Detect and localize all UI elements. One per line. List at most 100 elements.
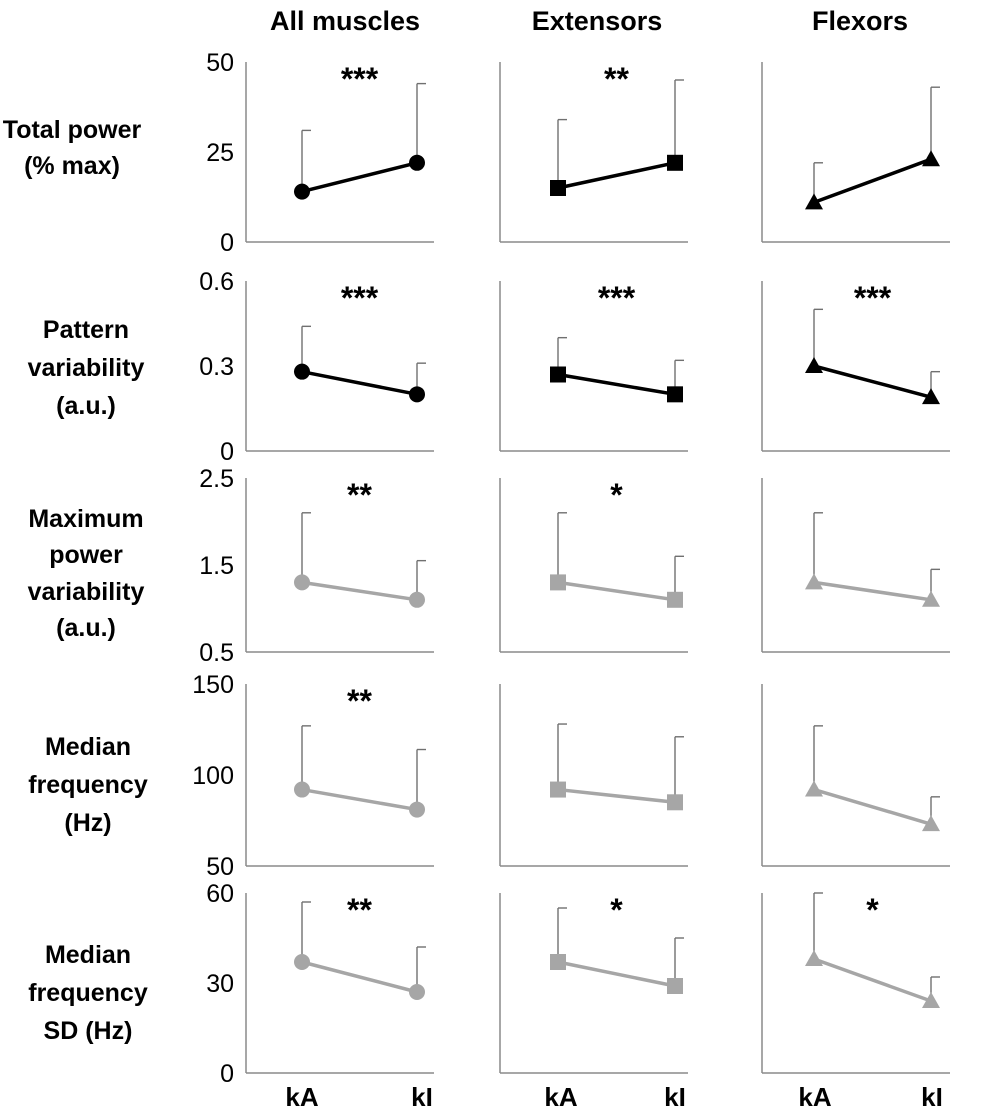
data-point-circle bbox=[294, 574, 310, 591]
x-label-ka: kA bbox=[798, 1082, 831, 1112]
data-point-triangle bbox=[922, 815, 940, 832]
panel-extensors-row-4: * bbox=[499, 892, 688, 1074]
panel-flexors-row-1: *** bbox=[761, 280, 950, 452]
data-point-triangle bbox=[922, 388, 940, 405]
data-point-circle bbox=[409, 154, 425, 171]
row-labels: Total power (% max) Pattern variability … bbox=[3, 116, 148, 1045]
row-label-pattern-variability: Pattern variability (a.u.) bbox=[28, 316, 145, 420]
panel-extensors-row-1: *** bbox=[499, 280, 688, 452]
series-line bbox=[557, 787, 676, 805]
panel-flexors-row-2 bbox=[761, 478, 950, 653]
data-point-square bbox=[550, 366, 566, 383]
series-line bbox=[813, 364, 932, 399]
row-label-line: frequency bbox=[28, 771, 148, 799]
series-line bbox=[301, 369, 418, 397]
row-label-line: Pattern bbox=[43, 316, 129, 344]
data-point-square bbox=[667, 978, 683, 994]
significance-stars: * bbox=[866, 892, 879, 928]
data-point-triangle bbox=[805, 357, 823, 373]
data-point-circle bbox=[294, 954, 310, 970]
y-tick-label: 0.5 bbox=[199, 639, 234, 667]
row-label-line: variability bbox=[28, 578, 145, 606]
panel-all-muscles-row-1: 0.6 0.3 0 *** bbox=[199, 268, 434, 466]
panel-all-muscles-row-3: 150 100 50 ** bbox=[192, 671, 434, 881]
significance-stars: *** bbox=[598, 280, 636, 316]
y-tick-label: 0.3 bbox=[199, 353, 234, 381]
series-line bbox=[813, 157, 932, 205]
panel-extensors-row-2: * bbox=[499, 477, 688, 653]
significance-stars: ** bbox=[604, 61, 629, 97]
panel-flexors-row-3 bbox=[761, 684, 950, 867]
data-point-triangle bbox=[805, 950, 823, 966]
y-tick-label: 150 bbox=[192, 671, 234, 699]
panel-extensors-row-0: ** bbox=[499, 61, 688, 243]
row-label-line: SD (Hz) bbox=[44, 1017, 133, 1045]
panel-all-muscles-row-2: 2.5 1.5 0.5 ** bbox=[199, 465, 434, 667]
y-tick-label: 30 bbox=[206, 970, 234, 998]
data-point-square bbox=[667, 386, 683, 403]
y-tick-label: 50 bbox=[206, 853, 234, 881]
x-label-ka: kA bbox=[285, 1082, 318, 1112]
row-label-line: Median bbox=[45, 733, 131, 761]
significance-stars: ** bbox=[347, 477, 372, 513]
x-label-ki: kI bbox=[664, 1082, 686, 1112]
row-label-line: power bbox=[49, 541, 123, 569]
y-tick-label: 1.5 bbox=[199, 552, 234, 580]
column-titles: All muscles Extensors Flexors bbox=[270, 6, 908, 36]
y-tick-label: 0 bbox=[220, 1060, 234, 1088]
x-category-labels: kA kI kA kI kA kI bbox=[285, 1082, 942, 1112]
data-point-triangle bbox=[922, 590, 940, 607]
significance-stars: *** bbox=[341, 61, 379, 97]
series-line bbox=[301, 580, 418, 602]
row-label-line: (a.u.) bbox=[56, 614, 116, 642]
row-label-line: frequency bbox=[28, 979, 148, 1007]
data-point-square bbox=[550, 781, 566, 798]
data-point-square bbox=[550, 180, 566, 196]
data-point-square bbox=[667, 154, 683, 171]
x-label-ka: kA bbox=[544, 1082, 577, 1112]
y-tick-label: 100 bbox=[192, 762, 234, 790]
series-line bbox=[557, 161, 676, 190]
series-line bbox=[301, 960, 418, 994]
data-point-triangle bbox=[805, 193, 823, 210]
data-point-square bbox=[550, 574, 566, 591]
row-label-median-frequency: Median frequency (Hz) bbox=[28, 733, 148, 837]
series-line bbox=[557, 580, 676, 602]
column-title-flexors: Flexors bbox=[812, 6, 908, 36]
row-label-line: Median bbox=[45, 941, 131, 969]
row-label-line: Total power bbox=[3, 116, 142, 144]
data-point-circle bbox=[409, 591, 425, 608]
significance-stars: ** bbox=[347, 892, 372, 928]
panel-flexors-row-0 bbox=[761, 62, 950, 243]
significance-stars: * bbox=[610, 892, 623, 928]
row-label-maximum-power-variability: Maximum power variability (a.u.) bbox=[28, 505, 145, 642]
series-line bbox=[301, 787, 418, 812]
y-tick-label: 25 bbox=[206, 139, 234, 167]
data-point-circle bbox=[294, 183, 310, 200]
y-tick-label: 0 bbox=[220, 438, 234, 466]
row-label-line: Maximum bbox=[28, 505, 143, 533]
data-point-circle bbox=[294, 781, 310, 798]
data-point-circle bbox=[294, 363, 310, 380]
row-label-total-power: Total power (% max) bbox=[3, 116, 142, 180]
panel-all-muscles-row-4: 60 30 0 ** bbox=[206, 880, 434, 1088]
data-point-triangle bbox=[922, 150, 940, 167]
series-line bbox=[813, 957, 932, 1003]
data-point-square bbox=[550, 954, 566, 970]
x-label-ki: kI bbox=[411, 1082, 433, 1112]
data-point-circle bbox=[409, 386, 425, 403]
series-line bbox=[813, 580, 932, 602]
x-label-ki: kI bbox=[921, 1082, 943, 1112]
y-tick-label: 60 bbox=[206, 880, 234, 908]
data-point-triangle bbox=[805, 780, 823, 797]
data-point-triangle bbox=[922, 992, 940, 1008]
data-point-square bbox=[667, 794, 683, 811]
series-line bbox=[557, 372, 676, 397]
column-title-extensors: Extensors bbox=[532, 6, 663, 36]
y-tick-label: 0.6 bbox=[199, 268, 234, 296]
panel-all-muscles-row-0: 50 25 0 *** bbox=[206, 49, 434, 257]
series-line bbox=[301, 161, 418, 194]
data-point-square bbox=[667, 591, 683, 608]
